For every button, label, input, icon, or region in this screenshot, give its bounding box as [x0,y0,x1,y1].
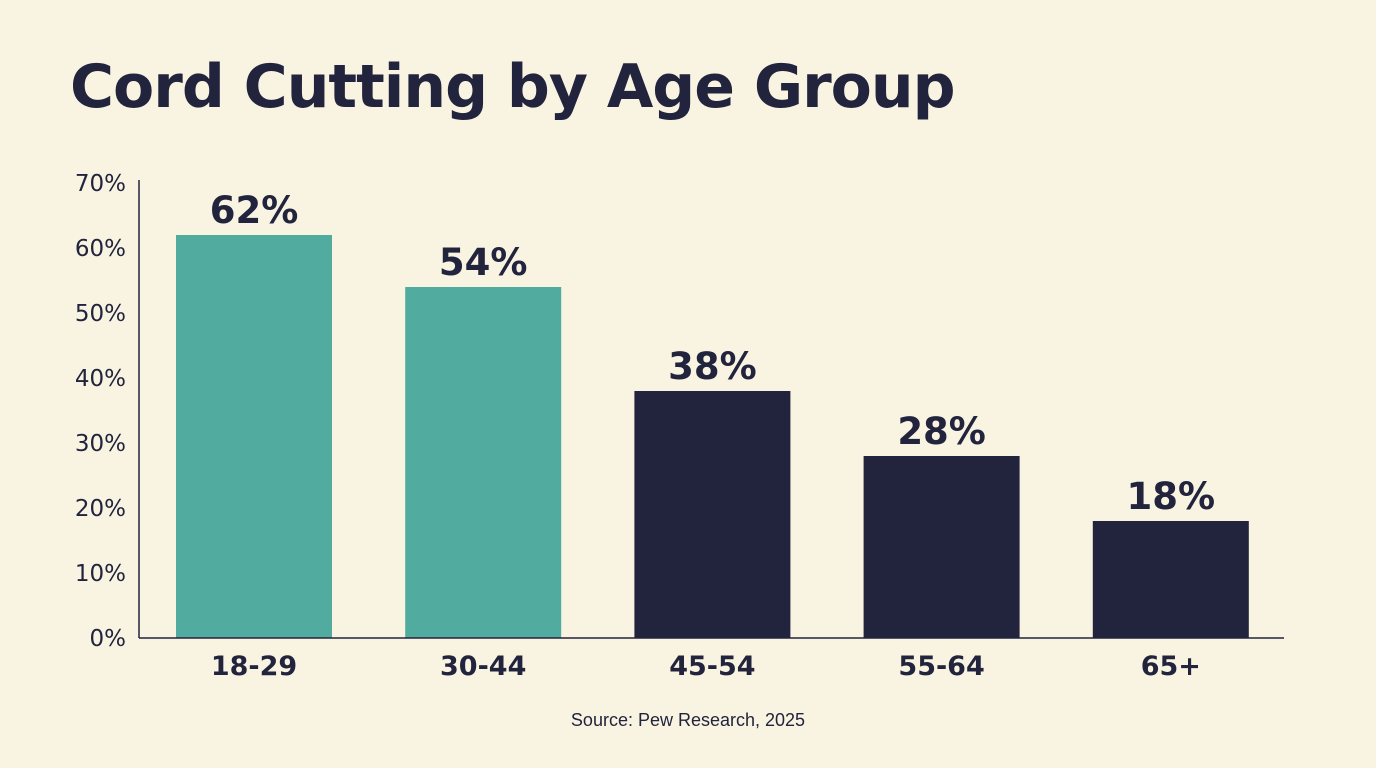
bar-30-44 [405,287,562,638]
data-label: 38% [668,345,757,388]
data-label: 54% [439,241,528,284]
x-tick-label: 55-64 [898,651,984,682]
chart-title: Cord Cutting by Age Group [70,52,956,122]
bar-18-29 [176,235,332,638]
x-tick-label: 18-29 [211,651,297,682]
y-tick-label: 20% [75,496,126,522]
y-tick-label: 50% [75,301,126,327]
bar-55-64 [863,456,1020,638]
data-label: 18% [1127,475,1216,518]
data-label: 28% [897,410,986,453]
data-label: 62% [210,189,299,232]
bar-45-54 [634,391,791,638]
y-tick-label: 0% [90,626,127,652]
x-tick-label: 45-54 [669,651,755,682]
x-tick-label: 65+ [1141,651,1201,682]
x-tick-label: 30-44 [440,651,526,682]
y-tick-label: 40% [75,366,126,392]
y-tick-label: 30% [75,431,126,457]
source-note: Source: Pew Research, 2025 [570,710,806,730]
y-tick-label: 70% [75,171,126,197]
y-tick-label: 10% [75,561,126,587]
bar-65+ [1092,521,1249,638]
y-tick-label: 60% [75,236,126,262]
